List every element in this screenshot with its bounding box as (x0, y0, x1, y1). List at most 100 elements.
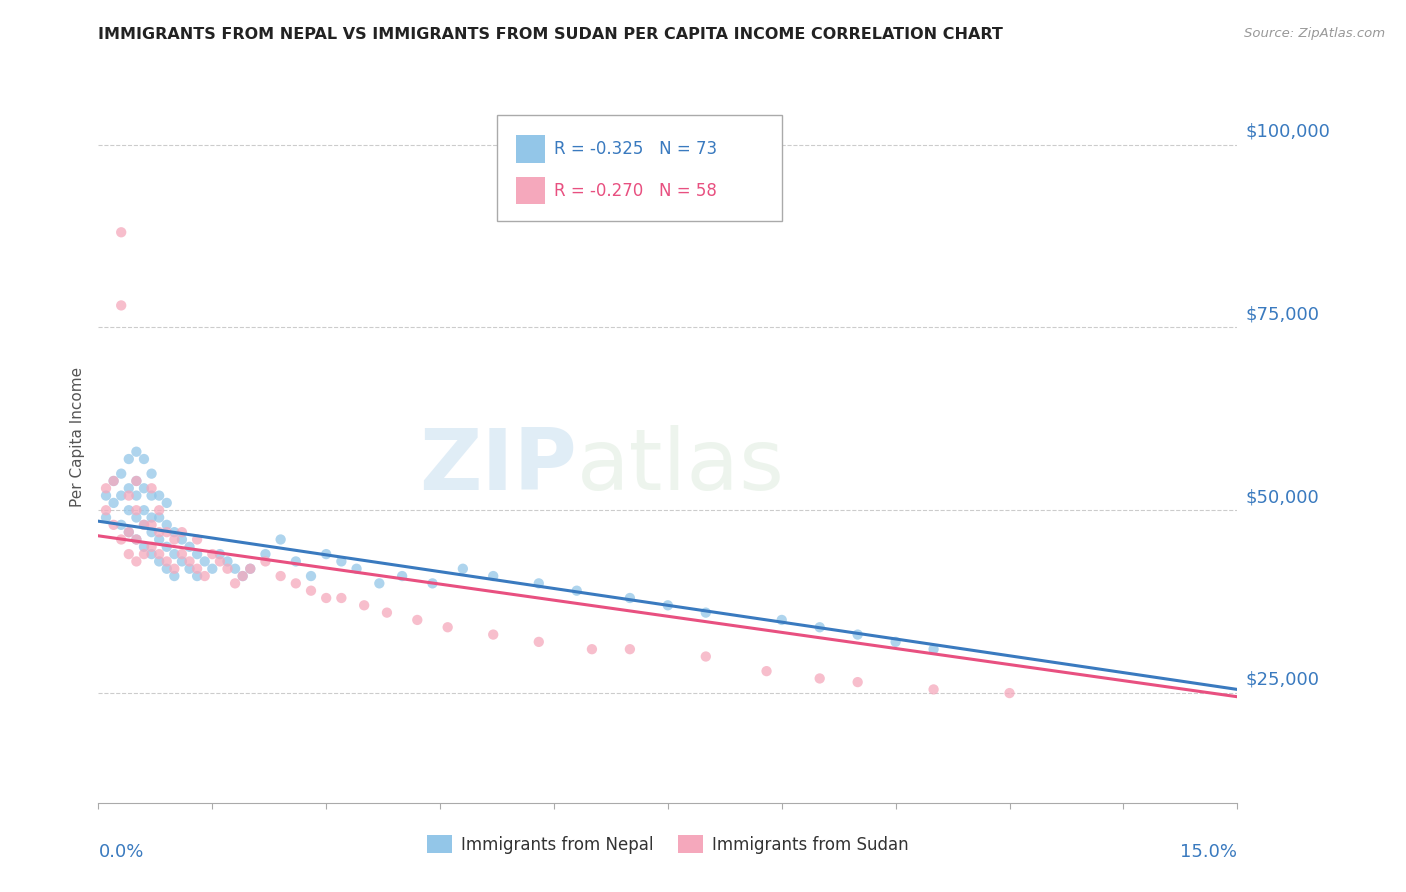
Point (695, 649, 717, 664)
Point (315, 591, 337, 605)
Point (156, 525, 179, 540)
Point (375, 606, 398, 620)
Point (94, 510, 117, 524)
Point (132, 517, 155, 532)
Point (808, 620, 831, 634)
Point (217, 562, 239, 576)
Point (132, 547, 155, 561)
Point (125, 474, 148, 488)
Point (163, 533, 186, 547)
Point (103, 496, 125, 510)
Point (163, 525, 186, 540)
Point (482, 569, 505, 583)
Point (170, 525, 193, 540)
Point (619, 591, 641, 605)
Legend: Immigrants from Nepal, Immigrants from Sudan: Immigrants from Nepal, Immigrants from S… (420, 829, 915, 860)
FancyBboxPatch shape (516, 135, 546, 163)
Point (581, 642, 603, 657)
Point (808, 672, 831, 686)
Point (94, 481, 117, 495)
Point (156, 517, 179, 532)
Point (922, 642, 945, 657)
Point (148, 503, 170, 517)
Point (179, 562, 201, 576)
Point (657, 599, 679, 613)
Point (141, 489, 163, 503)
Point (132, 452, 155, 467)
Text: $25,000: $25,000 (1246, 671, 1320, 689)
Point (232, 569, 254, 583)
Point (179, 554, 201, 568)
Point (284, 554, 307, 568)
Point (125, 474, 148, 488)
Text: ZIP: ZIP (419, 425, 576, 508)
Point (125, 510, 148, 524)
Point (884, 635, 907, 649)
Point (239, 562, 262, 576)
Point (132, 481, 155, 495)
Point (132, 540, 155, 554)
Point (103, 474, 125, 488)
Point (846, 675, 869, 690)
Point (619, 642, 641, 657)
Point (201, 547, 224, 561)
Point (194, 569, 217, 583)
Point (125, 533, 148, 547)
Point (186, 547, 208, 561)
Point (163, 569, 186, 583)
Point (770, 613, 793, 627)
Point (254, 547, 277, 561)
Point (118, 489, 141, 503)
Point (156, 554, 179, 568)
Text: R = -0.325   N = 73: R = -0.325 N = 73 (554, 140, 717, 158)
Point (353, 599, 375, 613)
Point (125, 489, 148, 503)
Point (163, 562, 186, 576)
Point (118, 452, 141, 467)
Point (170, 554, 193, 568)
Text: $75,000: $75,000 (1246, 305, 1320, 323)
Point (330, 554, 353, 568)
Point (103, 474, 125, 488)
Point (232, 569, 254, 583)
Point (217, 554, 239, 568)
Y-axis label: Per Capita Income: Per Capita Income (70, 367, 86, 508)
Point (156, 496, 179, 510)
Point (846, 627, 869, 641)
Point (132, 517, 155, 532)
Point (330, 591, 353, 605)
Point (998, 686, 1021, 700)
Point (125, 444, 148, 458)
Point (110, 298, 132, 312)
Point (118, 481, 141, 495)
FancyBboxPatch shape (498, 115, 782, 221)
Point (406, 613, 429, 627)
FancyBboxPatch shape (516, 177, 546, 204)
Point (436, 620, 458, 634)
Point (118, 525, 141, 540)
Point (299, 583, 322, 598)
Point (103, 517, 125, 532)
Point (148, 525, 170, 540)
Point (201, 562, 224, 576)
Text: 15.0%: 15.0% (1180, 843, 1237, 861)
Point (186, 533, 208, 547)
Point (94, 503, 117, 517)
Point (110, 467, 132, 481)
Point (208, 554, 231, 568)
Point (194, 554, 217, 568)
Point (482, 627, 505, 641)
Point (565, 583, 588, 598)
Point (527, 576, 550, 591)
Text: Source: ZipAtlas.com: Source: ZipAtlas.com (1244, 27, 1385, 40)
Point (125, 554, 148, 568)
Point (163, 547, 186, 561)
Point (141, 467, 163, 481)
Point (110, 489, 132, 503)
Text: atlas: atlas (576, 425, 785, 508)
Point (179, 540, 201, 554)
Point (125, 503, 148, 517)
Point (110, 517, 132, 532)
Point (224, 576, 246, 591)
Point (141, 547, 163, 561)
